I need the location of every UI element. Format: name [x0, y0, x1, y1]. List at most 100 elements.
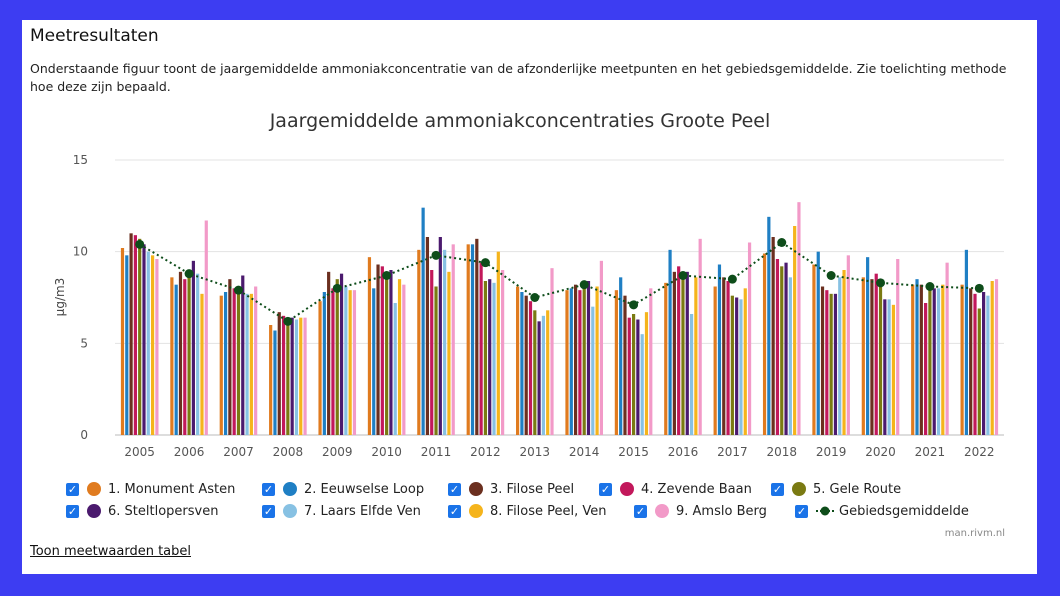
- bar: [775, 259, 780, 435]
- checkbox-icon[interactable]: ✓: [66, 482, 79, 496]
- bar: [640, 334, 644, 435]
- checkbox-icon[interactable]: ✓: [634, 504, 647, 518]
- bar: [677, 266, 681, 435]
- x-tick-label: 2010: [371, 445, 402, 459]
- average-point: [678, 271, 688, 280]
- bar: [146, 251, 150, 435]
- bar: [771, 237, 775, 435]
- x-tick-label: 2008: [273, 445, 304, 459]
- legend-item-eeuwselse-loop[interactable]: ✓ 2. Eeuwselse Loop: [262, 482, 442, 497]
- checkbox-icon[interactable]: ✓: [795, 504, 808, 518]
- bar: [565, 290, 569, 435]
- bar: [294, 319, 299, 435]
- bar: [627, 317, 631, 435]
- credit-text: man.rivm.nl: [944, 528, 1005, 539]
- chart-title: Jaargemiddelde ammoniakconcentraties Gro…: [269, 110, 771, 132]
- legend-item-filose-peel-ven[interactable]: ✓ 8. Filose Peel, Ven: [448, 504, 628, 519]
- bar: [299, 317, 303, 435]
- checkbox-icon[interactable]: ✓: [66, 504, 79, 518]
- bar: [430, 270, 434, 435]
- checkbox-icon[interactable]: ✓: [262, 482, 275, 496]
- bar: [524, 295, 528, 435]
- bar: [614, 290, 618, 435]
- y-axis-label: µg/m3: [53, 278, 67, 317]
- bar: [689, 314, 694, 435]
- bar: [986, 295, 990, 435]
- bar: [928, 288, 932, 435]
- legend-label: 6. Steltlopersven: [108, 503, 219, 519]
- legend-item-steltlopersven[interactable]: ✓ 6. Steltlopersven: [66, 504, 256, 519]
- bar: [941, 284, 945, 435]
- bar: [739, 299, 743, 435]
- bar: [466, 244, 470, 435]
- grid-lines: [115, 159, 1004, 436]
- bar: [717, 264, 722, 435]
- legend-item-filose-peel[interactable]: ✓ 3. Filose Peel: [448, 482, 593, 497]
- average-point: [480, 258, 490, 268]
- checkbox-icon[interactable]: ✓: [599, 482, 612, 496]
- bar: [870, 279, 874, 435]
- bar: [698, 238, 702, 435]
- bar: [339, 273, 344, 435]
- x-tick-label: 2013: [520, 445, 551, 459]
- bar: [125, 255, 129, 435]
- bar: [816, 251, 820, 435]
- y-tick-label: 15: [73, 153, 88, 167]
- bar: [133, 235, 137, 435]
- bar: [833, 293, 838, 435]
- bar: [541, 315, 546, 435]
- average-point: [925, 282, 935, 291]
- bar: [767, 216, 771, 435]
- bar: [451, 244, 455, 435]
- bar: [249, 293, 253, 435]
- legend-item-monument-asten[interactable]: ✓ 1. Monument Asten: [66, 482, 256, 497]
- checkbox-icon[interactable]: ✓: [262, 504, 275, 518]
- bar: [178, 271, 183, 435]
- bar: [322, 292, 326, 435]
- legend-item-gele-route[interactable]: ✓ 5. Gele Route: [771, 482, 921, 497]
- checkbox-icon[interactable]: ✓: [771, 482, 784, 496]
- bar: [223, 292, 228, 435]
- x-tick-label: 2015: [618, 445, 649, 459]
- legend-item-zevende-baan[interactable]: ✓ 4. Zevende Baan: [599, 482, 765, 497]
- x-tick-label: 2009: [322, 445, 353, 459]
- bar: [155, 259, 159, 435]
- bar: [825, 290, 829, 435]
- bar: [286, 319, 290, 435]
- x-tick-label: 2017: [717, 445, 748, 459]
- x-tick-label: 2011: [421, 445, 452, 459]
- average-point: [332, 283, 342, 293]
- legend-item-gebiedsgemiddelde[interactable]: ✓ Gebiedsgemiddelde: [795, 504, 969, 519]
- legend-item-amslo-berg[interactable]: ✓ 9. Amslo Berg: [634, 504, 789, 519]
- bar: [142, 244, 146, 435]
- bar: [685, 271, 689, 435]
- bar: [254, 286, 258, 435]
- bar: [735, 297, 739, 435]
- bar: [191, 260, 195, 435]
- bar: [994, 279, 999, 435]
- x-tick-label: 2005: [124, 445, 155, 459]
- bar: [672, 271, 676, 435]
- average-point: [727, 274, 737, 284]
- bar: [820, 286, 825, 435]
- show-table-link[interactable]: Toon meetwaarden tabel: [30, 544, 191, 559]
- legend-item-laars-elfde-ven[interactable]: ✓ 7. Laars Elfde Ven: [262, 504, 442, 519]
- bar: [520, 292, 524, 435]
- bar: [595, 286, 599, 435]
- bar: [488, 279, 492, 435]
- x-tick-label: 2006: [174, 445, 205, 459]
- checkbox-icon[interactable]: ✓: [448, 504, 461, 518]
- average-point: [382, 271, 392, 280]
- average-point: [135, 239, 145, 249]
- bar: [846, 255, 850, 435]
- bar: [183, 279, 187, 435]
- bar: [973, 293, 977, 435]
- average-point: [283, 316, 293, 326]
- bar: [533, 310, 537, 435]
- bar: [636, 319, 640, 435]
- bar: [866, 257, 870, 435]
- checkbox-icon[interactable]: ✓: [448, 482, 461, 496]
- legend-label: 8. Filose Peel, Ven: [490, 503, 607, 519]
- bar: [496, 251, 500, 435]
- bar: [196, 273, 200, 435]
